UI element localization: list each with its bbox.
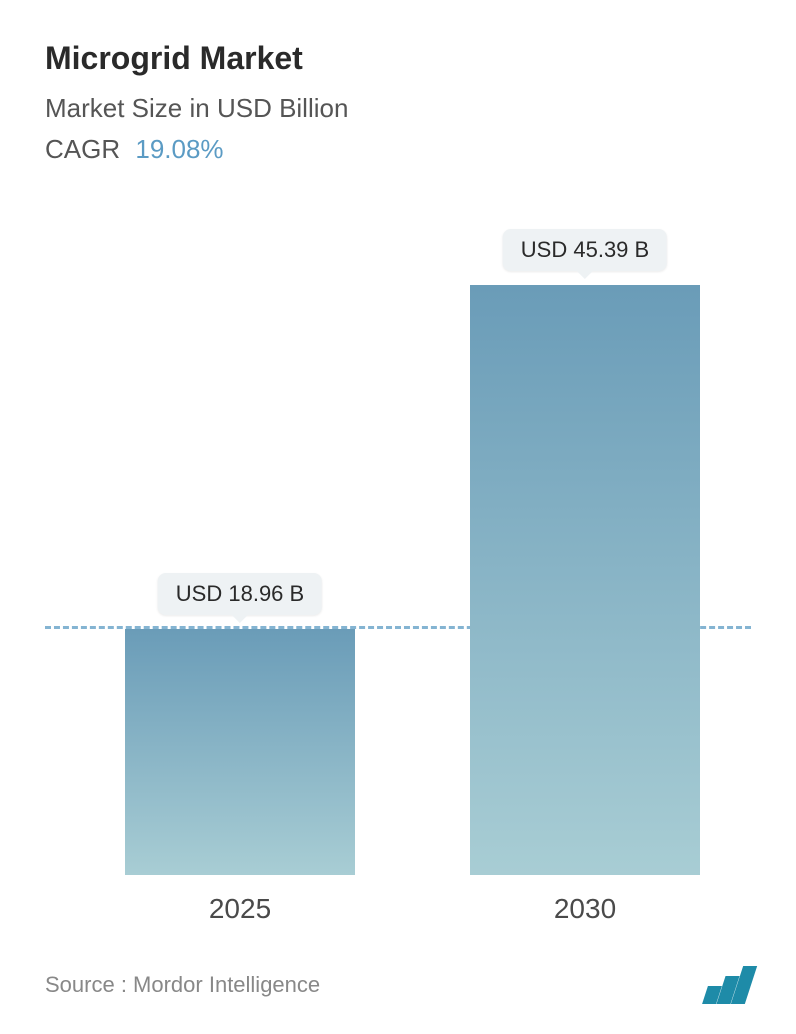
cagr-value: 19.08% — [135, 134, 223, 164]
mordor-logo-icon — [705, 966, 751, 1004]
value-label-2030: USD 45.39 B — [503, 229, 667, 271]
bar-2030: USD 45.39 B — [470, 285, 700, 875]
cagr-line: CAGR 19.08% — [45, 134, 751, 165]
chart-area: USD 18.96 B USD 45.39 B — [45, 195, 751, 875]
x-label-2025: 2025 — [209, 893, 271, 925]
chart-footer: Source : Mordor Intelligence — [45, 966, 751, 1004]
source-text: Source : Mordor Intelligence — [45, 972, 320, 998]
chart-subtitle: Market Size in USD Billion — [45, 93, 751, 124]
x-axis-labels: 2025 2030 — [45, 893, 751, 933]
bar-fill — [125, 629, 355, 875]
value-label-2025: USD 18.96 B — [158, 573, 322, 615]
bar-fill — [470, 285, 700, 875]
chart-title: Microgrid Market — [45, 40, 751, 77]
cagr-label: CAGR — [45, 134, 120, 164]
bar-2025: USD 18.96 B — [125, 629, 355, 875]
x-label-2030: 2030 — [554, 893, 616, 925]
